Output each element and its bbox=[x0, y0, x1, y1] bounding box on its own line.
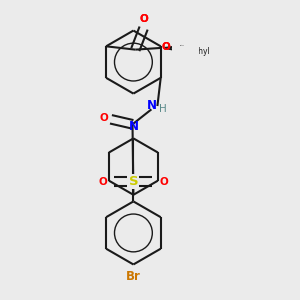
Text: N: N bbox=[128, 120, 138, 133]
Text: Br: Br bbox=[126, 270, 141, 284]
Text: O: O bbox=[161, 42, 170, 52]
Text: O: O bbox=[139, 14, 148, 24]
Text: O: O bbox=[100, 113, 108, 123]
Text: O: O bbox=[160, 176, 169, 187]
Text: S: S bbox=[129, 175, 138, 188]
Text: methyl: methyl bbox=[180, 45, 185, 46]
Text: H: H bbox=[160, 104, 167, 114]
Text: O: O bbox=[98, 176, 107, 187]
Text: methyl: methyl bbox=[175, 50, 180, 51]
Text: methyl: methyl bbox=[183, 47, 210, 56]
Text: O: O bbox=[140, 14, 148, 24]
Text: O: O bbox=[161, 42, 170, 52]
Text: N: N bbox=[146, 99, 156, 112]
